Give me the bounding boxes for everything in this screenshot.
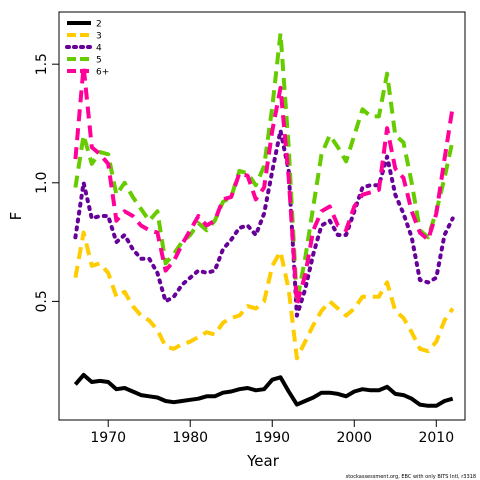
x-tick-label: 1970 [90, 430, 126, 446]
x-axis-label: Year [246, 452, 280, 470]
legend-label: 3 [96, 32, 102, 42]
y-tick-label: 0.5 [34, 290, 50, 312]
series-line-5 [73, 31, 455, 304]
x-tick-label: 2010 [418, 430, 454, 446]
x-tick-label: 1980 [172, 430, 208, 446]
series-line-6plus [73, 64, 455, 306]
plot-frame [58, 11, 466, 421]
legend-label: 5 [96, 56, 102, 66]
x-tick-label: 2000 [336, 430, 372, 446]
legend: 2 3 4 5 6+ [65, 20, 109, 78]
caption: stockassessment.org, EBC with only BITS … [346, 474, 476, 480]
series-line-3 [73, 230, 455, 361]
y-tick-label: 1.5 [34, 53, 50, 75]
y-axis-label: F [7, 212, 25, 221]
legend-label: 2 [96, 20, 102, 30]
series-line-4 [73, 128, 455, 318]
series-lines [73, 31, 455, 408]
legend-label: 4 [96, 44, 102, 54]
legend-label: 6+ [96, 68, 109, 78]
x-tick-label: 1990 [254, 430, 290, 446]
axes: 1970 1980 1990 2000 2010 0.5 1.0 1.5 [34, 53, 454, 446]
y-tick-label: 1.0 [34, 172, 50, 194]
series-line-2 [73, 372, 454, 408]
